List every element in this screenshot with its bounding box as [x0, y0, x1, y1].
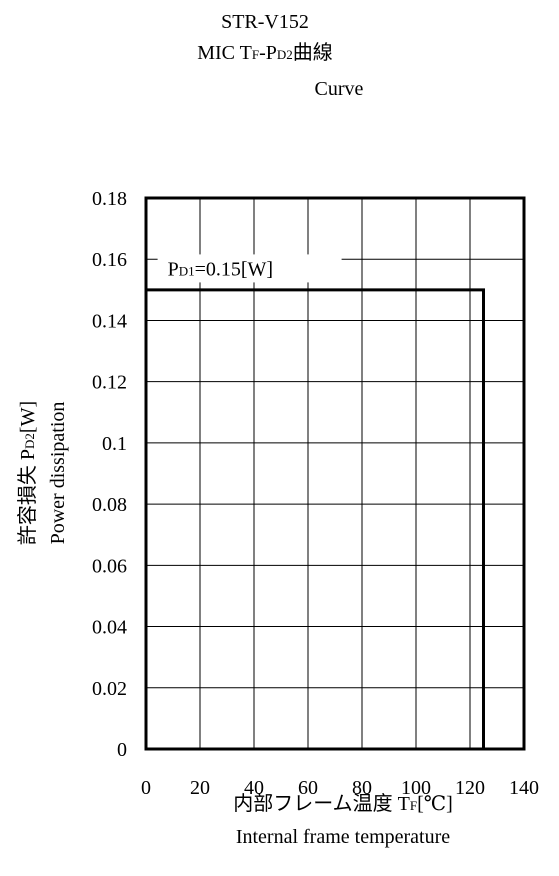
y-tick-label: 0.04 — [92, 617, 127, 639]
y-tick-label: 0 — [117, 739, 127, 761]
annotation-label: PD1=0.15[W] — [168, 258, 274, 280]
x-tick-label: 120 — [455, 777, 485, 799]
y-tick-label: 0.16 — [92, 249, 127, 271]
series-layer — [146, 288, 485, 749]
y-tick-label: 0.12 — [92, 372, 127, 394]
x-tick-label: 80 — [352, 777, 372, 799]
plot-frame — [144, 196, 526, 751]
y-tick-label: 0.14 — [92, 310, 127, 332]
x-axis-label-en: Internal frame temperature — [236, 826, 450, 848]
chart-title-line-2: MIC TF-PD2曲線 — [197, 41, 333, 64]
x-tick-label: 20 — [190, 777, 210, 799]
x-tick-label: 100 — [401, 777, 431, 799]
chart-title-line-3: Curve — [315, 78, 364, 100]
annotation-background — [157, 254, 342, 283]
y-tick-label: 0.02 — [92, 678, 127, 700]
chart-title-line-1: STR-V152 — [221, 11, 309, 33]
y-axis-label: 許容損失 PD2[W] — [16, 401, 39, 545]
x-tick-label: 40 — [244, 777, 264, 799]
y-tick-label: 0.18 — [92, 188, 127, 210]
y-tick-label: 0.06 — [92, 555, 127, 577]
y-tick-label: 0.1 — [102, 433, 127, 455]
derating-curve-line — [146, 288, 485, 749]
x-tick-label: 60 — [298, 777, 318, 799]
x-tick-label: 0 — [141, 777, 151, 799]
plot-border — [144, 196, 526, 751]
x-axis-label: 内部フレーム温度 TF[℃] — [233, 792, 453, 815]
y-tick-labels: 0 0.02 0.04 0.06 0.08 0.1 0.12 0.14 0.16 0.18 — [92, 188, 127, 761]
x-tick-label: 140 — [509, 777, 539, 799]
y-tick-label: 0.08 — [92, 494, 127, 516]
y-axis-label-en: Power dissipation — [47, 402, 69, 545]
x-tick-labels: 0 20 40 60 80 100 120 140 — [141, 777, 539, 799]
